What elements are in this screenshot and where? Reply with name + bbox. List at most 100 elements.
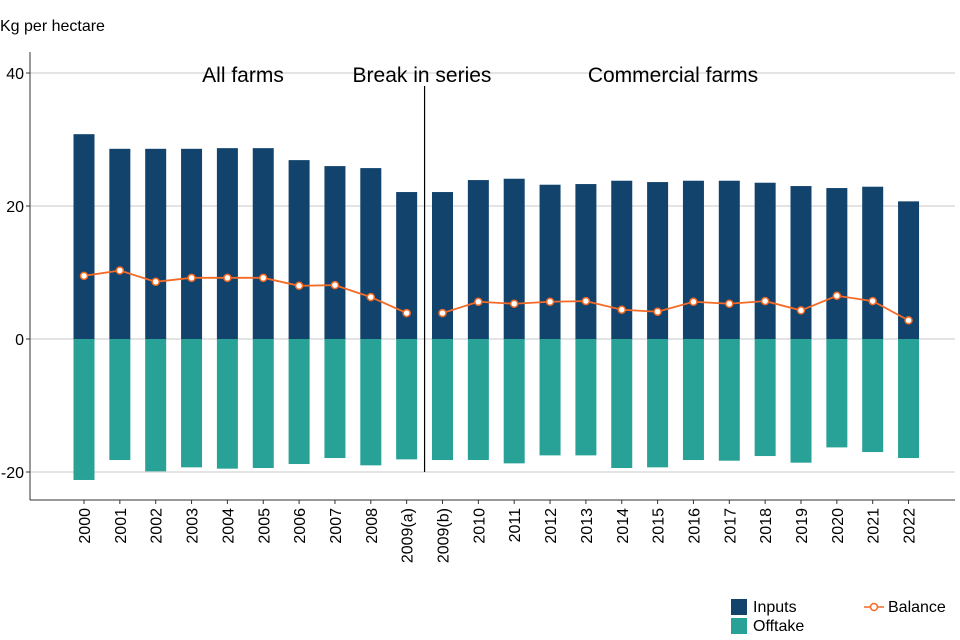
balance-point-2008 <box>366 292 376 302</box>
bar-inputs-2013 <box>575 184 597 339</box>
bar-inputs-2002 <box>145 148 167 339</box>
bar-offtake-2013 <box>575 339 597 456</box>
bar-offtake-2014 <box>611 339 633 469</box>
bar-inputs-2009(b) <box>432 192 453 339</box>
x-tick-label: 2011 <box>507 508 524 543</box>
balance-line-segment <box>83 269 408 314</box>
axes <box>26 52 955 504</box>
balance-point-2010 <box>474 297 483 307</box>
x-tick-label: 2014 <box>615 508 632 544</box>
bar-inputs-2020 <box>826 188 848 339</box>
legend-item-balance: Balance <box>864 599 946 617</box>
bars <box>73 134 920 480</box>
balance-point-2006 <box>294 281 304 291</box>
bar-inputs-2006 <box>288 160 310 339</box>
legend-swatch-inputs <box>731 599 747 615</box>
x-tick-label: 2016 <box>686 508 703 544</box>
bar-inputs-2016 <box>682 180 704 339</box>
y-tick-label: 0 <box>15 332 24 349</box>
balance-point-2000 <box>79 271 89 281</box>
bar-offtake-2006 <box>288 339 310 465</box>
balance-point-2020 <box>832 291 842 301</box>
annotation-all-farms: All farms <box>202 64 284 87</box>
balance-point-2021 <box>868 296 877 306</box>
balance-point-2022 <box>904 316 913 325</box>
balance-point-2009(b) <box>438 308 447 318</box>
x-tick-label: 2007 <box>328 508 345 544</box>
bar-inputs-2008 <box>360 168 382 339</box>
bar-inputs-2004 <box>216 148 238 339</box>
legend-item-inputs: Inputs <box>731 599 797 617</box>
bar-offtake-2001 <box>109 339 131 461</box>
bar-offtake-2005 <box>252 339 274 469</box>
x-tick-label: 2004 <box>220 508 237 544</box>
bar-offtake-2012 <box>539 339 561 456</box>
x-tick-label: 2008 <box>364 508 381 544</box>
x-tick-label: 2017 <box>722 508 739 544</box>
x-tick-label: 2012 <box>543 508 560 544</box>
bar-inputs-2012 <box>539 184 561 339</box>
x-tick-label: 2018 <box>758 508 775 544</box>
bar-inputs-2005 <box>252 148 274 339</box>
annotation-break-in-series: Break in series <box>353 64 492 87</box>
y-tick-label: -20 <box>1 465 24 482</box>
bar-offtake-2009(a) <box>396 339 418 460</box>
x-tick-label: 2020 <box>830 508 847 544</box>
bar-offtake-2011 <box>503 339 525 464</box>
balance-point-2012 <box>545 297 555 307</box>
bar-offtake-2019 <box>790 339 812 463</box>
balance-point-2017 <box>725 299 734 309</box>
balance-point-2016 <box>689 297 698 307</box>
bar-inputs-2019 <box>790 186 812 339</box>
bar-inputs-2009(a) <box>396 192 418 339</box>
bar-inputs-2022 <box>898 201 920 339</box>
balance-point-2007 <box>330 280 340 290</box>
bar-offtake-2010 <box>467 339 489 461</box>
x-tick-label: 2006 <box>292 508 309 544</box>
balance-point-2009(a) <box>402 308 411 318</box>
bar-inputs-2017 <box>718 180 740 339</box>
bar-offtake-2016 <box>682 339 704 461</box>
bar-inputs-2014 <box>611 180 633 339</box>
x-tick-label: 2001 <box>113 508 130 544</box>
balance-point-2018 <box>760 296 770 306</box>
balance-point-2013 <box>581 296 591 306</box>
bar-offtake-2009(b) <box>432 339 453 461</box>
legend-label-offtake: Offtake <box>753 618 805 635</box>
bar-inputs-2010 <box>467 180 489 339</box>
bar-offtake-2000 <box>73 339 95 480</box>
balance-point-2004 <box>223 273 232 283</box>
bar-offtake-2021 <box>862 339 884 453</box>
bar-offtake-2020 <box>826 339 848 448</box>
x-tick-labels: 2000 2001 2002 2003 2004 2005 2006 2007 2008 2009… <box>77 508 919 563</box>
bar-inputs-2007 <box>324 166 346 339</box>
bar-offtake-2018 <box>754 339 776 457</box>
balance-point-2005 <box>259 273 268 283</box>
y-tick-labels: -20 0 20 40 <box>1 66 24 482</box>
annotation-commercial-farms: Commercial farms <box>588 64 758 87</box>
balance-point-2019 <box>796 306 806 315</box>
y-tick-label: 40 <box>6 66 24 83</box>
bar-offtake-2007 <box>324 339 346 459</box>
bar-inputs-2000 <box>73 134 95 339</box>
bar-inputs-2021 <box>862 186 884 339</box>
bar-inputs-2003 <box>181 148 203 339</box>
legend-swatch-offtake <box>731 618 747 634</box>
bar-offtake-2002 <box>145 339 167 472</box>
bar-inputs-2015 <box>647 182 669 339</box>
balance-line <box>79 266 913 325</box>
balance-point-2011 <box>509 299 519 309</box>
y-axis-title: Kg per hectare <box>0 18 105 35</box>
bar-offtake-2004 <box>216 339 238 469</box>
bar-inputs-2001 <box>109 148 131 339</box>
bar-offtake-2003 <box>181 339 203 468</box>
legend-swatch-balance <box>864 602 884 612</box>
x-tick-label: 2009(a) <box>400 508 417 563</box>
annotations: All farms Break in series Commercial farms <box>202 64 758 472</box>
balance-point-2001 <box>115 266 125 275</box>
x-tick-label: 2022 <box>902 508 919 544</box>
x-tick-label: 2021 <box>866 508 883 544</box>
bar-inputs-2011 <box>503 178 525 339</box>
bar-offtake-2015 <box>647 339 669 468</box>
